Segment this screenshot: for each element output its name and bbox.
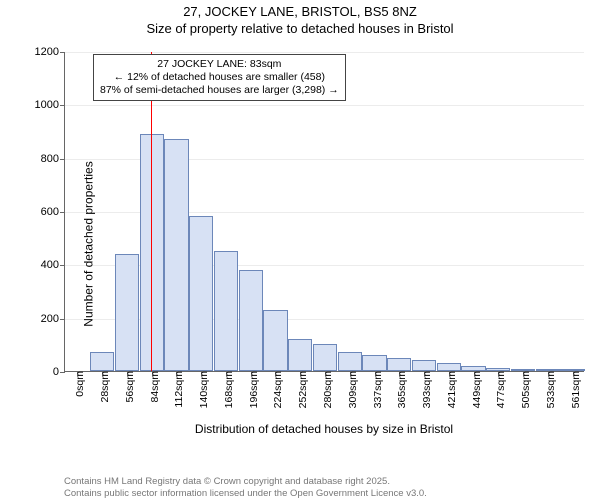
histogram-bar <box>362 355 386 371</box>
histogram-bar <box>164 139 188 371</box>
chart-title-line2: Size of property relative to detached ho… <box>0 21 600 36</box>
histogram-bar <box>288 339 312 371</box>
chart-title-line1: 27, JOCKEY LANE, BRISTOL, BS5 8NZ <box>0 4 600 19</box>
ytick-label: 600 <box>41 206 65 218</box>
xtick-label: 393sqm <box>415 371 433 408</box>
xtick-label: 84sqm <box>143 371 161 403</box>
xtick-label: 309sqm <box>341 371 359 408</box>
xtick-label: 56sqm <box>118 371 136 403</box>
xtick-label: 112sqm <box>167 371 185 408</box>
histogram-bar <box>412 360 436 371</box>
footer-attribution: Contains HM Land Registry data © Crown c… <box>64 476 427 500</box>
ytick-label: 800 <box>41 153 65 165</box>
xtick-label: 0sqm <box>68 371 86 397</box>
gridline <box>65 52 584 53</box>
annotation-box: 27 JOCKEY LANE: 83sqm ← 12% of detached … <box>93 54 346 101</box>
ytick-label: 1000 <box>35 99 65 111</box>
ytick-label: 400 <box>41 259 65 271</box>
histogram-bar <box>214 251 238 371</box>
xtick-label: 224sqm <box>266 371 284 408</box>
annotation-line2: ← 12% of detached houses are smaller (45… <box>100 71 339 84</box>
xtick-label: 421sqm <box>440 371 458 408</box>
xtick-label: 533sqm <box>539 371 557 408</box>
x-axis-label: Distribution of detached houses by size … <box>64 422 584 436</box>
histogram-bar <box>263 310 287 371</box>
histogram-bar <box>313 344 337 371</box>
xtick-label: 561sqm <box>564 371 582 408</box>
xtick-label: 252sqm <box>291 371 309 408</box>
xtick-label: 28sqm <box>93 371 111 403</box>
annotation-line1: 27 JOCKEY LANE: 83sqm <box>100 58 339 71</box>
xtick-label: 280sqm <box>316 371 334 408</box>
histogram-bar <box>189 216 213 371</box>
histogram-bar <box>338 352 362 371</box>
xtick-label: 477sqm <box>489 371 507 408</box>
gridline <box>65 105 584 106</box>
annotation-line3: 87% of semi-detached houses are larger (… <box>100 84 339 97</box>
xtick-label: 140sqm <box>192 371 210 408</box>
ytick-label: 0 <box>53 366 65 378</box>
footer-line2: Contains public sector information licen… <box>64 488 427 500</box>
xtick-label: 196sqm <box>242 371 260 408</box>
plot-area: 27 JOCKEY LANE: 83sqm ← 12% of detached … <box>64 52 584 372</box>
xtick-label: 505sqm <box>514 371 532 408</box>
ytick-label: 1200 <box>35 46 65 58</box>
xtick-label: 365sqm <box>390 371 408 408</box>
chart-container: Number of detached properties 27 JOCKEY … <box>0 44 600 444</box>
xtick-label: 168sqm <box>217 371 235 408</box>
histogram-bar <box>115 254 139 371</box>
histogram-bar <box>239 270 263 371</box>
histogram-bar <box>387 358 411 371</box>
xtick-label: 449sqm <box>465 371 483 408</box>
histogram-bar <box>90 352 114 371</box>
histogram-bar <box>437 363 461 371</box>
ytick-label: 200 <box>41 313 65 325</box>
footer-line1: Contains HM Land Registry data © Crown c… <box>64 476 427 488</box>
xtick-label: 337sqm <box>366 371 384 408</box>
